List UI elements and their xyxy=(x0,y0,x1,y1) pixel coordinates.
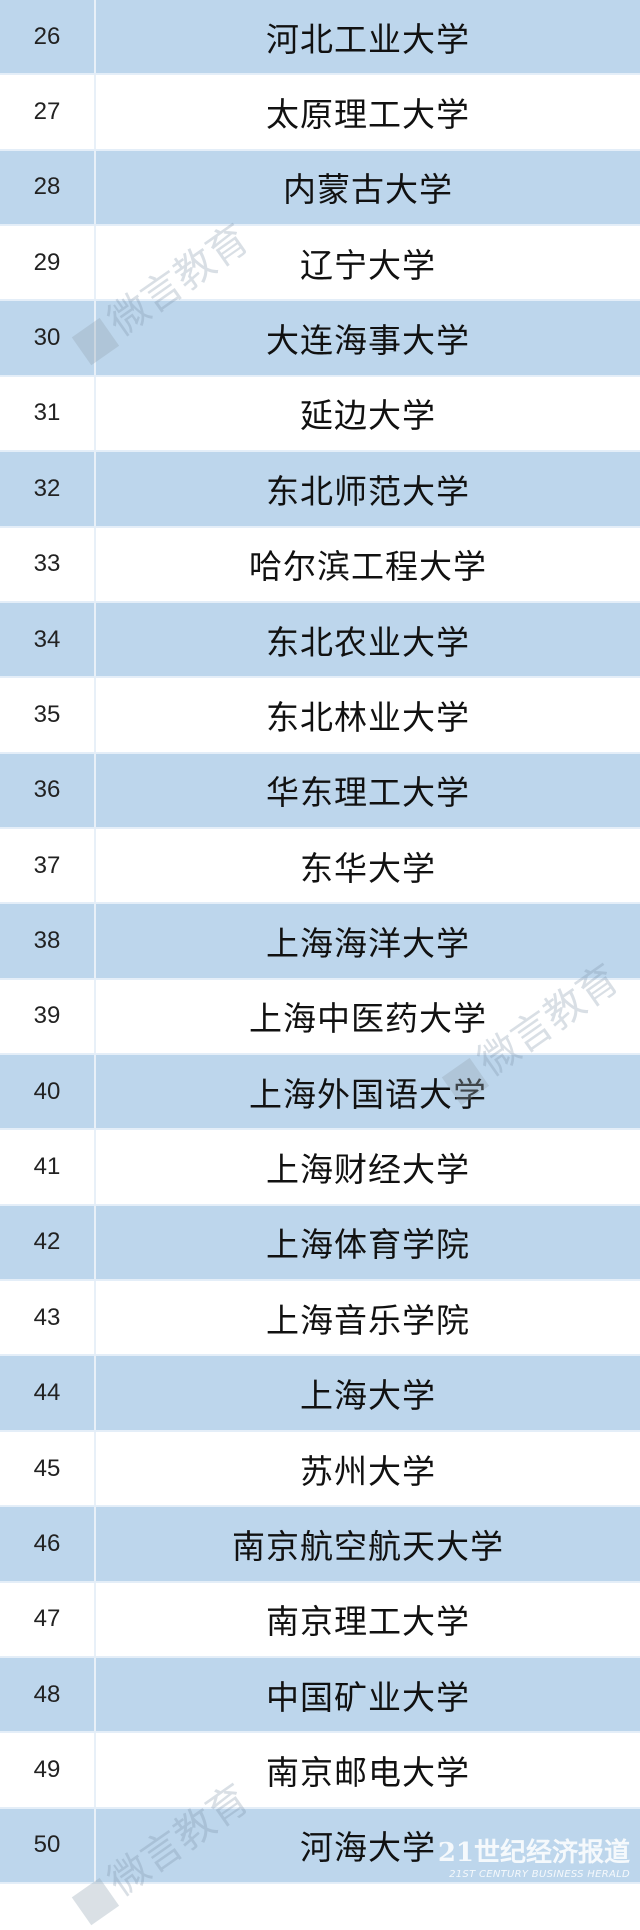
table-row: 28 内蒙古大学 xyxy=(0,150,640,227)
rank-cell: 30 xyxy=(0,301,96,375)
university-name-cell: 太原理工大学 xyxy=(266,95,470,135)
rank-cell: 38 xyxy=(0,904,96,978)
rank-cell: 49 xyxy=(0,1733,96,1807)
table-row: 40 上海外国语大学 xyxy=(0,1055,640,1131)
brand-name-en: 21ST CENTURY BUSINESS HERALD xyxy=(449,1869,630,1880)
brand-name-cn: 21世纪经济报道 xyxy=(437,1838,630,1868)
table-row: 35 东北林业大学 xyxy=(0,678,640,754)
rank-cell: 33 xyxy=(0,527,96,601)
rank-cell: 40 xyxy=(0,1055,96,1129)
ranking-table: 26 河北工业大学 27 太原理工大学 28 内蒙古大学 29 辽宁大学 30 大连海事大学 31 延… xyxy=(0,0,640,1884)
university-name-cell: 东华大学 xyxy=(300,848,436,888)
table-row: 39 上海中医药大学 xyxy=(0,979,640,1056)
table-row: 50 河海大学 xyxy=(0,1808,640,1884)
university-name-cell: 延边大学 xyxy=(300,396,436,436)
rank-cell: 36 xyxy=(0,753,96,827)
table-row: 42 上海体育学院 xyxy=(0,1205,640,1282)
table-row: 47 南京理工大学 xyxy=(0,1582,640,1658)
university-name-cell: 河北工业大学 xyxy=(266,19,470,59)
table-row: 26 河北工业大学 xyxy=(0,0,640,76)
rank-cell: 50 xyxy=(0,1808,96,1882)
university-name-cell: 大连海事大学 xyxy=(266,321,470,361)
table-row: 38 上海海洋大学 xyxy=(0,904,640,980)
table-row: 29 辽宁大学 xyxy=(0,226,640,302)
rank-cell: 35 xyxy=(0,678,96,752)
watermark-logo-icon xyxy=(71,1877,120,1926)
table-row: 32 东北师范大学 xyxy=(0,452,640,528)
table-row: 46 南京航空航天大学 xyxy=(0,1507,640,1583)
table-row: 30 大连海事大学 xyxy=(0,301,640,377)
university-name-cell: 上海外国语大学 xyxy=(249,1074,487,1114)
university-name-cell: 上海中医药大学 xyxy=(249,999,487,1039)
rank-cell: 27 xyxy=(0,75,96,149)
university-name-cell: 东北师范大学 xyxy=(266,471,470,511)
university-name-cell: 上海大学 xyxy=(300,1376,436,1416)
table-row: 33 哈尔滨工程大学 xyxy=(0,527,640,603)
rank-cell: 45 xyxy=(0,1431,96,1506)
table-row: 43 上海音乐学院 xyxy=(0,1281,640,1357)
rank-cell: 29 xyxy=(0,226,96,300)
table-row: 44 上海大学 xyxy=(0,1356,640,1432)
university-name-cell: 南京航空航天大学 xyxy=(232,1526,504,1566)
rank-cell: 31 xyxy=(0,376,96,451)
table-row: 37 东华大学 xyxy=(0,828,640,905)
rank-cell: 32 xyxy=(0,452,96,526)
university-name-cell: 上海音乐学院 xyxy=(266,1300,470,1340)
table-row: 36 华东理工大学 xyxy=(0,753,640,829)
brand-logo: 21世纪经济报道 21ST CENTURY BUSINESS HERALD xyxy=(438,1832,630,1880)
table-row: 49 南京邮电大学 xyxy=(0,1733,640,1809)
university-name-cell: 东北农业大学 xyxy=(266,622,470,662)
university-name-cell: 辽宁大学 xyxy=(300,245,436,285)
table-row: 34 东北农业大学 xyxy=(0,602,640,679)
rank-cell: 34 xyxy=(0,602,96,677)
university-name-cell: 南京邮电大学 xyxy=(266,1752,470,1792)
rank-cell: 37 xyxy=(0,828,96,903)
table-row: 41 上海财经大学 xyxy=(0,1130,640,1206)
rank-cell: 43 xyxy=(0,1281,96,1355)
university-name-cell: 中国矿业大学 xyxy=(266,1677,470,1717)
table-row: 27 太原理工大学 xyxy=(0,75,640,151)
rank-cell: 41 xyxy=(0,1130,96,1204)
rank-cell: 26 xyxy=(0,0,96,74)
rank-cell: 46 xyxy=(0,1507,96,1581)
rank-cell: 39 xyxy=(0,979,96,1054)
rank-cell: 47 xyxy=(0,1582,96,1656)
university-name-cell: 上海体育学院 xyxy=(266,1225,470,1265)
table-row: 48 中国矿业大学 xyxy=(0,1657,640,1734)
table-row: 45 苏州大学 xyxy=(0,1431,640,1508)
rank-cell: 48 xyxy=(0,1657,96,1732)
university-name-cell: 上海财经大学 xyxy=(266,1150,470,1190)
university-name-cell: 哈尔滨工程大学 xyxy=(249,547,487,587)
university-name-cell: 南京理工大学 xyxy=(266,1602,470,1642)
table-row: 31 延边大学 xyxy=(0,376,640,453)
university-name-cell: 东北林业大学 xyxy=(266,697,470,737)
university-name-cell: 苏州大学 xyxy=(300,1451,436,1491)
university-name-cell: 华东理工大学 xyxy=(266,773,470,813)
rank-cell: 42 xyxy=(0,1205,96,1280)
university-name-cell: 内蒙古大学 xyxy=(283,170,453,210)
rank-cell: 28 xyxy=(0,150,96,225)
university-name-cell: 河海大学 xyxy=(300,1828,436,1868)
university-name-cell: 上海海洋大学 xyxy=(266,923,470,963)
rank-cell: 44 xyxy=(0,1356,96,1430)
